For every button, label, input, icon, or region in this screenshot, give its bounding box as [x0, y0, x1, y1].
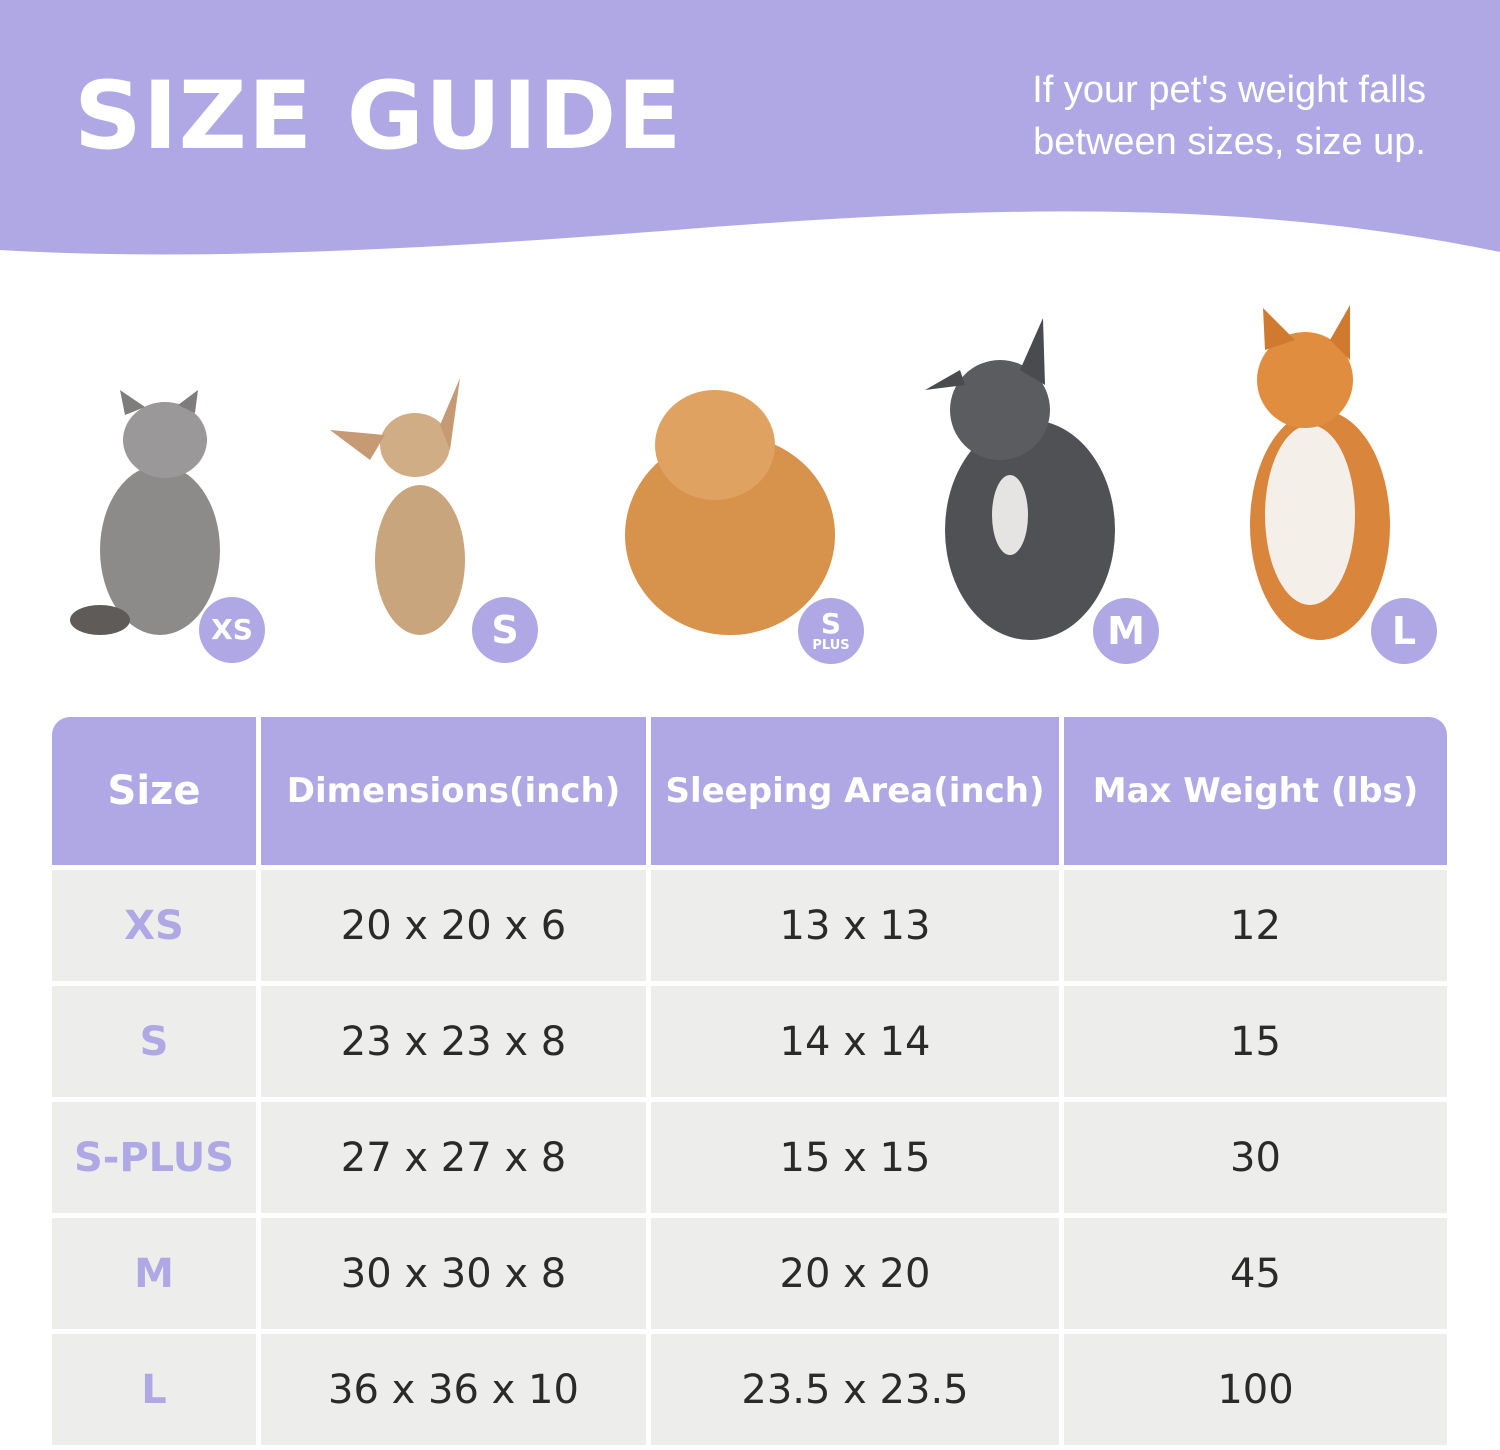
size-badge-m: M — [1093, 598, 1159, 664]
row-max-weight: 12 — [1064, 870, 1447, 981]
badge-label: L — [1391, 609, 1417, 653]
cat-image — [70, 390, 220, 635]
row-max-weight: 15 — [1064, 986, 1447, 1097]
row-max-weight: 45 — [1064, 1218, 1447, 1329]
subtitle-line: between sizes, size up. — [1033, 121, 1426, 163]
row-sleeping-area: 14 x 14 — [651, 986, 1059, 1097]
size-badge-xs: XS — [199, 597, 265, 663]
row-sleeping-area: 23.5 x 23.5 — [651, 1334, 1059, 1445]
row-dimensions: 20 x 20 x 6 — [261, 870, 646, 981]
wave-background — [0, 0, 1500, 255]
row-sleeping-area: 13 x 13 — [651, 870, 1059, 981]
badge-label: S — [491, 608, 519, 652]
row-size: XS — [52, 870, 256, 981]
row-size: L — [52, 1334, 256, 1445]
row-size: S-PLUS — [52, 1102, 256, 1213]
subtitle-line: If your pet's weight falls — [1032, 69, 1426, 111]
row-size: S — [52, 986, 256, 1097]
row-dimensions: 36 x 36 x 10 — [261, 1334, 646, 1445]
header-dimensions: Dimensions(inch) — [261, 717, 646, 865]
header-banner: SIZE GUIDE If your pet's weight falls be… — [0, 0, 1500, 270]
badge-sublabel: PLUS — [812, 638, 850, 653]
header-max-weight: Max Weight (lbs) — [1064, 717, 1447, 865]
row-dimensions: 27 x 27 x 8 — [261, 1102, 646, 1213]
badge-label: M — [1107, 609, 1145, 653]
shiba-inu-image — [1250, 305, 1390, 640]
row-max-weight: 100 — [1064, 1334, 1447, 1445]
size-badge-s: S — [472, 597, 538, 663]
badge-label: S — [820, 607, 842, 640]
row-max-weight: 30 — [1064, 1102, 1447, 1213]
badge-label: XS — [211, 613, 253, 646]
pomeranian-image — [625, 390, 835, 635]
row-sleeping-area: 15 x 15 — [651, 1102, 1059, 1213]
row-dimensions: 23 x 23 x 8 — [261, 986, 646, 1097]
subtitle: If your pet's weight falls between sizes… — [726, 64, 1426, 168]
french-bulldog-image — [925, 318, 1115, 640]
row-dimensions: 30 x 30 x 8 — [261, 1218, 646, 1329]
row-size: M — [52, 1218, 256, 1329]
size-table: Size Dimensions(inch) Sleeping Area(inch… — [52, 717, 1447, 1445]
header-sleeping-area: Sleeping Area(inch) — [651, 717, 1059, 865]
page-title: SIZE GUIDE — [74, 62, 683, 171]
size-badge-l: L — [1371, 598, 1437, 664]
size-badge-s-plus: S PLUS — [798, 598, 864, 664]
header-size: Size — [52, 717, 256, 865]
chihuahua-image — [330, 378, 465, 635]
row-sleeping-area: 20 x 20 — [651, 1218, 1059, 1329]
